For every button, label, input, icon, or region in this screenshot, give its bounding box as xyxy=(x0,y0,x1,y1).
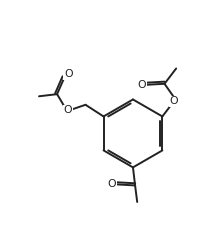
Text: O: O xyxy=(63,105,72,115)
Text: O: O xyxy=(108,179,116,189)
Text: O: O xyxy=(170,96,178,106)
Text: O: O xyxy=(64,69,73,79)
Text: O: O xyxy=(138,80,146,90)
